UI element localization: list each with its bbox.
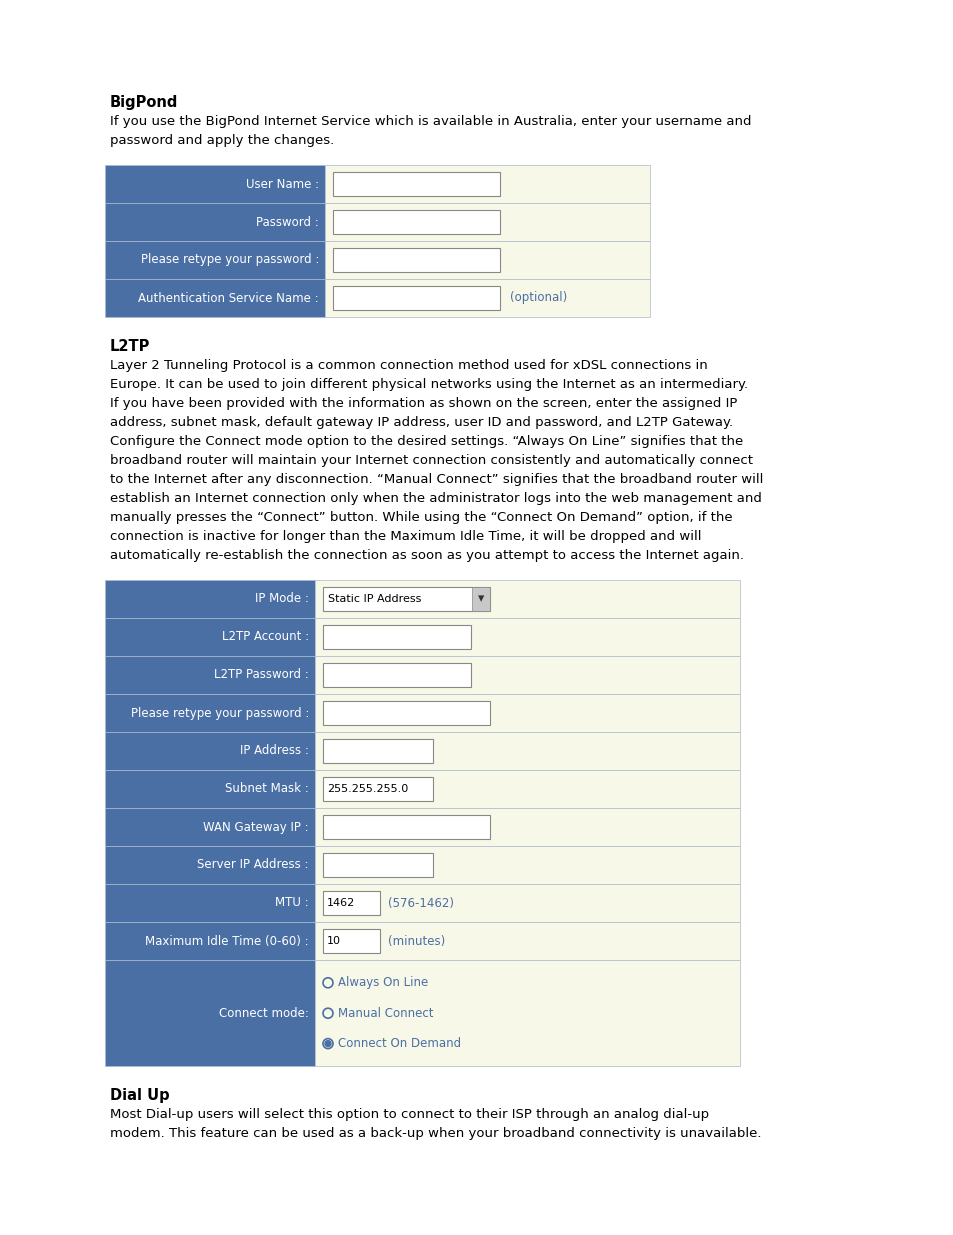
Bar xyxy=(314,808,740,846)
Bar xyxy=(333,287,499,310)
Bar xyxy=(314,618,740,656)
Text: L2TP Password :: L2TP Password : xyxy=(214,668,309,682)
Bar xyxy=(105,960,314,1066)
Bar xyxy=(314,846,740,884)
Bar xyxy=(314,656,740,694)
Text: Password :: Password : xyxy=(256,215,318,228)
Bar xyxy=(323,892,380,915)
Bar xyxy=(323,625,471,648)
Bar xyxy=(314,769,740,808)
Bar xyxy=(325,241,649,279)
Text: connection is inactive for longer than the Maximum Idle Time, it will be dropped: connection is inactive for longer than t… xyxy=(110,530,700,543)
Text: L2TP Account :: L2TP Account : xyxy=(222,631,309,643)
Bar xyxy=(472,587,490,611)
Text: BigPond: BigPond xyxy=(110,95,178,110)
Bar xyxy=(323,777,433,800)
Bar xyxy=(105,769,314,808)
Text: Europe. It can be used to join different physical networks using the Internet as: Europe. It can be used to join different… xyxy=(110,378,747,391)
Text: User Name :: User Name : xyxy=(246,178,318,190)
Bar xyxy=(105,279,325,317)
Text: (minutes): (minutes) xyxy=(388,935,445,947)
Text: Please retype your password :: Please retype your password : xyxy=(131,706,309,720)
Text: Maximum Idle Time (0-60) :: Maximum Idle Time (0-60) : xyxy=(145,935,309,947)
Bar xyxy=(323,815,490,839)
Text: If you have been provided with the information as shown on the screen, enter the: If you have been provided with the infor… xyxy=(110,396,737,410)
Bar xyxy=(105,694,314,732)
Bar xyxy=(323,853,433,877)
Bar xyxy=(333,248,499,272)
Text: address, subnet mask, default gateway IP address, user ID and password, and L2TP: address, subnet mask, default gateway IP… xyxy=(110,416,732,429)
Text: Always On Line: Always On Line xyxy=(337,977,428,989)
Bar xyxy=(105,165,325,203)
Bar xyxy=(105,808,314,846)
Text: MTU :: MTU : xyxy=(275,897,309,909)
Bar xyxy=(323,587,490,611)
Bar xyxy=(314,694,740,732)
Bar xyxy=(323,740,433,763)
Text: establish an Internet connection only when the administrator logs into the web m: establish an Internet connection only wh… xyxy=(110,492,761,505)
Text: manually presses the “Connect” button. While using the “Connect On Demand” optio: manually presses the “Connect” button. W… xyxy=(110,511,732,524)
Bar xyxy=(105,732,314,769)
Bar xyxy=(105,618,314,656)
Bar xyxy=(314,960,740,1066)
Bar xyxy=(105,923,314,960)
Text: Authentication Service Name :: Authentication Service Name : xyxy=(138,291,318,305)
Circle shape xyxy=(325,1041,331,1046)
Bar xyxy=(105,656,314,694)
Text: L2TP: L2TP xyxy=(110,338,151,354)
Text: IP Address :: IP Address : xyxy=(240,745,309,757)
Bar xyxy=(325,165,649,203)
Bar xyxy=(314,923,740,960)
Text: broadband router will maintain your Internet connection consistently and automat: broadband router will maintain your Inte… xyxy=(110,454,752,467)
Text: If you use the BigPond Internet Service which is available in Australia, enter y: If you use the BigPond Internet Service … xyxy=(110,115,751,128)
Text: Subnet Mask :: Subnet Mask : xyxy=(225,783,309,795)
Bar xyxy=(325,279,649,317)
Bar xyxy=(105,203,325,241)
Text: modem. This feature can be used as a back-up when your broadband connectivity is: modem. This feature can be used as a bac… xyxy=(110,1128,760,1140)
Text: IP Mode :: IP Mode : xyxy=(254,593,309,605)
Bar xyxy=(105,884,314,923)
Text: Please retype your password :: Please retype your password : xyxy=(140,253,318,267)
Bar xyxy=(325,203,649,241)
Text: Static IP Address: Static IP Address xyxy=(328,594,421,604)
Text: (optional): (optional) xyxy=(510,291,567,305)
Text: ▾: ▾ xyxy=(477,593,483,605)
Text: Server IP Address :: Server IP Address : xyxy=(197,858,309,872)
Bar xyxy=(333,172,499,196)
Bar xyxy=(314,732,740,769)
Text: Connect On Demand: Connect On Demand xyxy=(337,1037,460,1050)
Bar xyxy=(105,580,314,618)
Text: automatically re-establish the connection as soon as you attempt to access the I: automatically re-establish the connectio… xyxy=(110,550,743,562)
Bar xyxy=(323,929,380,952)
Text: Connect mode:: Connect mode: xyxy=(219,1007,309,1020)
Text: 10: 10 xyxy=(327,936,340,946)
Text: to the Internet after any disconnection. “Manual Connect” signifies that the bro: to the Internet after any disconnection.… xyxy=(110,473,762,487)
Bar xyxy=(105,241,325,279)
Bar xyxy=(314,884,740,923)
Text: Dial Up: Dial Up xyxy=(110,1088,170,1103)
Bar xyxy=(323,701,490,725)
Text: Configure the Connect mode option to the desired settings. “Always On Line” sign: Configure the Connect mode option to the… xyxy=(110,435,742,448)
Text: password and apply the changes.: password and apply the changes. xyxy=(110,135,334,147)
Text: (576-1462): (576-1462) xyxy=(388,897,454,909)
Text: Manual Connect: Manual Connect xyxy=(337,1007,433,1020)
Text: Layer 2 Tunneling Protocol is a common connection method used for xDSL connectio: Layer 2 Tunneling Protocol is a common c… xyxy=(110,359,707,372)
Text: 1462: 1462 xyxy=(327,898,355,908)
Bar xyxy=(323,663,471,687)
Text: WAN Gateway IP :: WAN Gateway IP : xyxy=(203,820,309,834)
Bar xyxy=(314,580,740,618)
Text: 255.255.255.0: 255.255.255.0 xyxy=(327,784,408,794)
Bar xyxy=(105,846,314,884)
Text: Most Dial-up users will select this option to connect to their ISP through an an: Most Dial-up users will select this opti… xyxy=(110,1108,708,1121)
Bar xyxy=(333,210,499,233)
